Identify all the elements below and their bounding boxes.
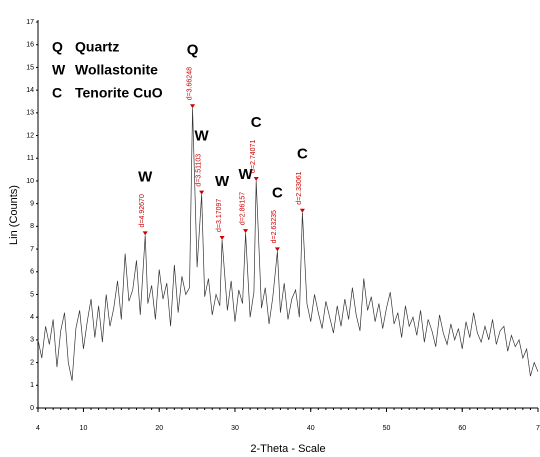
x-tick-label: 7 [536, 425, 540, 432]
peak-letter: W [138, 168, 153, 185]
x-tick-label: 40 [307, 425, 315, 432]
peak-letter: C [251, 114, 262, 131]
x-tick-label: 50 [383, 425, 391, 432]
data-line [37, 108, 539, 381]
peak-marker [274, 247, 280, 252]
peak-d-label: d=2.33061 [296, 171, 303, 204]
y-tick-label: 16 [26, 42, 34, 49]
y-tick-label: 10 [26, 178, 34, 185]
peak-letter: C [297, 146, 308, 163]
legend-symbol: W [52, 62, 66, 78]
peak-letter: Q [187, 41, 199, 58]
y-tick-label: 5 [30, 291, 34, 298]
y-axis-title: Lin (Counts) [8, 185, 20, 245]
peak-marker [299, 208, 305, 213]
y-tick-label: 3 [30, 337, 34, 344]
y-tick-label: 7 [30, 246, 34, 253]
peak-marker [190, 104, 196, 109]
peak-d-label: d=3.17097 [216, 199, 223, 232]
peak-d-label: d=2.63235 [271, 210, 278, 243]
peak-marker [142, 231, 148, 236]
x-tick-label: 60 [458, 425, 466, 432]
legend-label: Quartz [75, 39, 119, 55]
y-tick-label: 13 [26, 110, 34, 117]
peak-d-label: d=2.86157 [239, 192, 246, 225]
x-tick-label: 4 [36, 425, 40, 432]
legend-symbol: C [52, 85, 62, 101]
y-tick-label: 11 [27, 155, 34, 162]
y-tick-label: 12 [26, 132, 34, 139]
y-tick-label: 1 [30, 382, 34, 389]
peak-letter: C [272, 184, 283, 201]
y-tick-label: 14 [26, 87, 34, 94]
peak-marker [243, 229, 249, 234]
peak-marker [253, 176, 259, 181]
peak-d-label: d=3.51103 [195, 154, 202, 187]
y-tick-label: 9 [30, 200, 34, 207]
y-tick-label: 6 [30, 269, 34, 276]
y-tick-label: 15 [26, 64, 34, 71]
y-tick-label: 4 [30, 314, 34, 321]
legend-label: Wollastonite [75, 62, 158, 78]
x-tick-label: 10 [80, 425, 88, 432]
x-tick-label: 20 [155, 425, 163, 432]
legend-symbol: Q [52, 39, 63, 55]
peak-d-label: d=4.92670 [139, 194, 146, 227]
y-tick-label: 8 [30, 223, 34, 230]
peak-letter: W [238, 166, 253, 183]
peak-d-label: d=3.66248 [186, 67, 193, 100]
y-tick-label: 0 [30, 405, 34, 412]
peak-d-label: d=2.74071 [250, 140, 257, 173]
peak-marker [219, 235, 225, 240]
y-tick-label: 17 [26, 19, 34, 26]
x-axis-title: 2-Theta - Scale [250, 443, 325, 455]
peak-marker [199, 190, 205, 195]
x-tick-label: 30 [231, 425, 239, 432]
y-tick-label: 2 [30, 359, 34, 366]
legend-label: Tenorite CuO [75, 85, 163, 101]
peak-letter: W [195, 128, 210, 145]
peak-letter: W [215, 173, 230, 190]
